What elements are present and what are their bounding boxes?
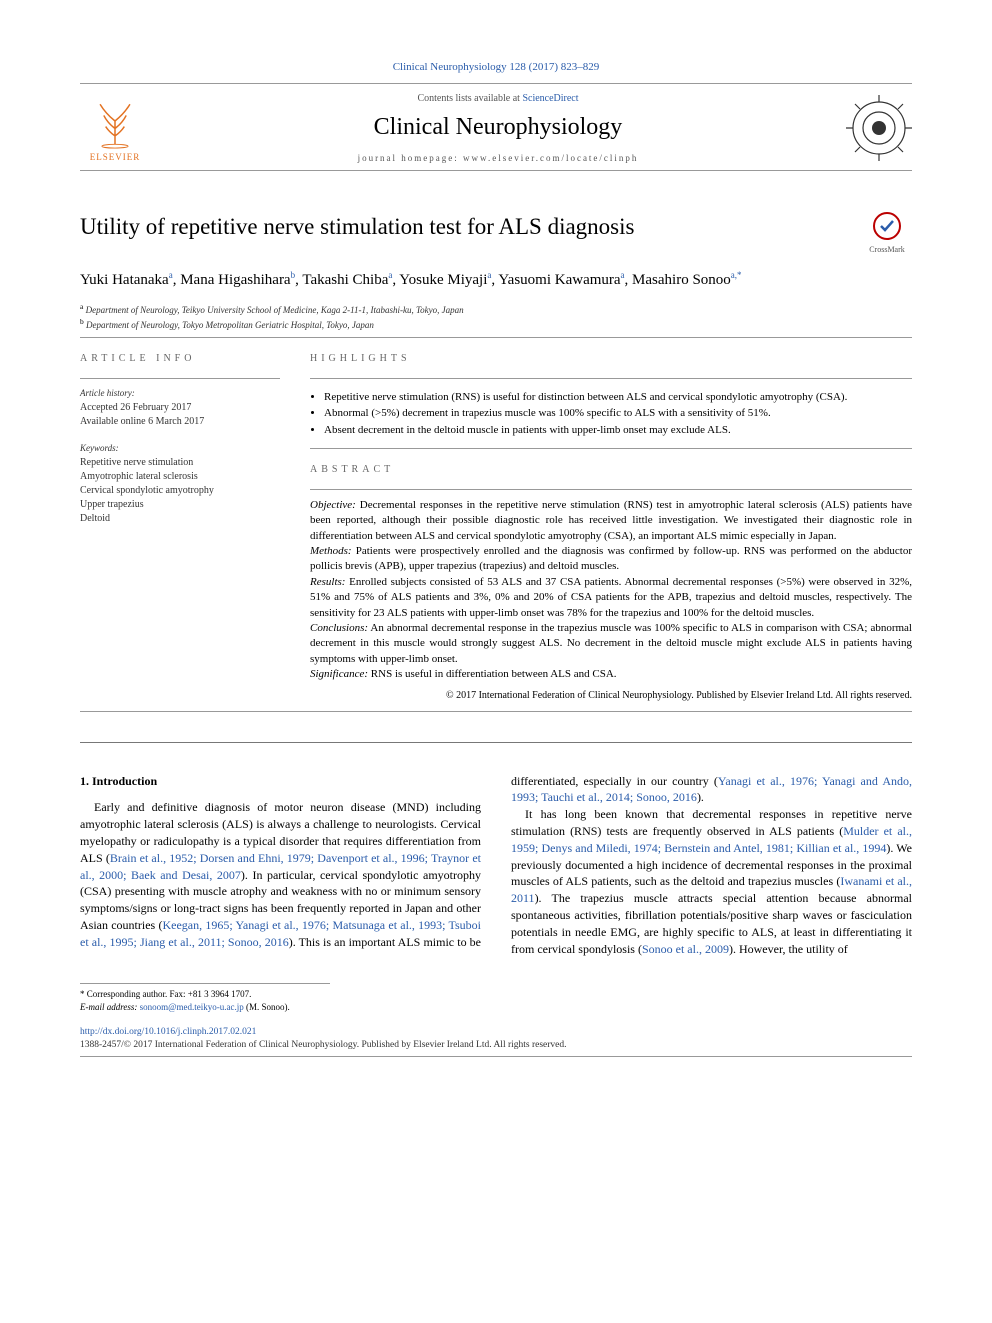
journal-reference: Clinical Neurophysiology 128 (2017) 823–… bbox=[80, 60, 912, 75]
corresponding-mark[interactable]: * bbox=[737, 272, 742, 288]
journal-homepage: journal homepage: www.elsevier.com/locat… bbox=[150, 152, 846, 164]
affiliations: a Department of Neurology, Teikyo Univer… bbox=[80, 302, 912, 331]
homepage-prefix: journal homepage: bbox=[358, 153, 463, 163]
article-title-row: Utility of repetitive nerve stimulation … bbox=[80, 211, 912, 256]
abstract-objective: Objective: Decremental responses in the … bbox=[310, 498, 912, 544]
rule-between-hl-abs bbox=[310, 448, 912, 449]
homepage-url: www.elsevier.com/locate/clinph bbox=[463, 153, 638, 163]
article-title: Utility of repetitive nerve stimulation … bbox=[80, 211, 634, 242]
intro-paragraph-2: It has long been known that decremental … bbox=[511, 806, 912, 957]
masthead: ELSEVIER Contents lists available at Sci… bbox=[80, 84, 912, 171]
corr-email-who: (M. Sonoo). bbox=[246, 1002, 290, 1012]
elsevier-tree-icon bbox=[87, 93, 143, 149]
abstract-body: Objective: Decremental responses in the … bbox=[310, 498, 912, 703]
article-info-column: article info Article history: Accepted 2… bbox=[80, 352, 280, 702]
keywords-list: Repetitive nerve stimulation Amyotrophic… bbox=[80, 456, 280, 526]
info-rule bbox=[80, 378, 280, 379]
highlight-item: Repetitive nerve stimulation (RNS) is us… bbox=[324, 389, 912, 406]
rule-under-affil bbox=[80, 337, 912, 338]
journal-cover-icon bbox=[846, 95, 912, 161]
highlight-item: Abnormal (>5%) decrement in trapezius mu… bbox=[324, 405, 912, 422]
keyword: Deltoid bbox=[80, 512, 280, 526]
abstract-copyright: © 2017 International Federation of Clini… bbox=[310, 689, 912, 703]
crossmark-label: CrossMark bbox=[862, 245, 912, 256]
journal-name: Clinical Neurophysiology bbox=[150, 111, 846, 143]
corr-email-line: E-mail address: sonoom@med.teikyo-u.ac.j… bbox=[80, 1001, 330, 1014]
keywords-label: Keywords: bbox=[80, 442, 280, 454]
crossmark-badge[interactable]: CrossMark bbox=[862, 211, 912, 256]
affiliation-b: b Department of Neurology, Tokyo Metropo… bbox=[80, 317, 912, 332]
email-label: E-mail address: bbox=[80, 1002, 137, 1012]
corr-email-link[interactable]: sonoom@med.teikyo-u.ac.jp bbox=[140, 1002, 244, 1012]
corresponding-footnote: * Corresponding author. Fax: +81 3 3964 … bbox=[80, 983, 330, 1013]
highlights-rule bbox=[310, 378, 912, 379]
article-history-label: Article history: bbox=[80, 387, 280, 399]
contents-available-line: Contents lists available at ScienceDirec… bbox=[150, 92, 846, 106]
abstract-significance: Significance: RNS is useful in different… bbox=[310, 667, 912, 682]
article-info-label: article info bbox=[80, 352, 280, 366]
body-two-column: 1. Introduction Early and definitive dia… bbox=[80, 773, 912, 958]
masthead-center: Contents lists available at ScienceDirec… bbox=[150, 92, 846, 164]
rule-before-body bbox=[80, 742, 912, 743]
rule-bottom bbox=[80, 1056, 912, 1057]
doi-link[interactable]: http://dx.doi.org/10.1016/j.clinph.2017.… bbox=[80, 1027, 256, 1037]
citation-link[interactable]: Sonoo et al., 2009 bbox=[642, 942, 729, 956]
authors-names: Yuki Hatanakaa, Mana Higashiharab, Takas… bbox=[80, 272, 737, 288]
keyword: Upper trapezius bbox=[80, 498, 280, 512]
abstract-methods: Methods: Patients were prospectively enr… bbox=[310, 544, 912, 575]
publisher-name: ELSEVIER bbox=[90, 151, 141, 163]
abstract-conclusions: Conclusions: An abnormal decremental res… bbox=[310, 621, 912, 667]
citation-link[interactable]: Keegan, 1965; Yanagi et al., 1976; Matsu… bbox=[162, 918, 448, 932]
accepted-date: Accepted 26 February 2017 bbox=[80, 401, 280, 415]
article-history: Accepted 26 February 2017 Available onli… bbox=[80, 401, 280, 428]
abstract-rule bbox=[310, 489, 912, 490]
contents-prefix: Contents lists available at bbox=[417, 93, 522, 104]
keyword: Cervical spondylotic amyotrophy bbox=[80, 484, 280, 498]
rule-under-abstract-1 bbox=[80, 711, 912, 712]
sciencedirect-link[interactable]: ScienceDirect bbox=[522, 93, 578, 104]
info-abstract-row: article info Article history: Accepted 2… bbox=[80, 352, 912, 702]
publisher-logo: ELSEVIER bbox=[80, 93, 150, 163]
highlights-label: highlights bbox=[310, 352, 912, 366]
highlights-list: Repetitive nerve stimulation (RNS) is us… bbox=[310, 389, 912, 439]
asterisk-icon: * bbox=[80, 989, 87, 999]
page-container: Clinical Neurophysiology 128 (2017) 823–… bbox=[0, 0, 992, 1087]
online-date: Available online 6 March 2017 bbox=[80, 415, 280, 429]
abstract-label: abstract bbox=[310, 463, 912, 477]
affiliation-a: a Department of Neurology, Teikyo Univer… bbox=[80, 302, 912, 317]
keyword: Amyotrophic lateral sclerosis bbox=[80, 470, 280, 484]
crossmark-icon bbox=[872, 211, 902, 241]
keyword: Repetitive nerve stimulation bbox=[80, 456, 280, 470]
issn-copyright-line: 1388-2457/© 2017 International Federatio… bbox=[80, 1039, 912, 1052]
corr-author-line: * Corresponding author. Fax: +81 3 3964 … bbox=[80, 988, 330, 1001]
section-heading-intro: 1. Introduction bbox=[80, 773, 481, 790]
highlight-item: Absent decrement in the deltoid muscle i… bbox=[324, 422, 912, 439]
abstract-results: Results: Enrolled subjects consisted of … bbox=[310, 575, 912, 621]
highlights-abstract-column: highlights Repetitive nerve stimulation … bbox=[310, 352, 912, 702]
doi-line: http://dx.doi.org/10.1016/j.clinph.2017.… bbox=[80, 1026, 912, 1039]
authors-line: Yuki Hatanakaa, Mana Higashiharab, Takas… bbox=[80, 269, 912, 292]
